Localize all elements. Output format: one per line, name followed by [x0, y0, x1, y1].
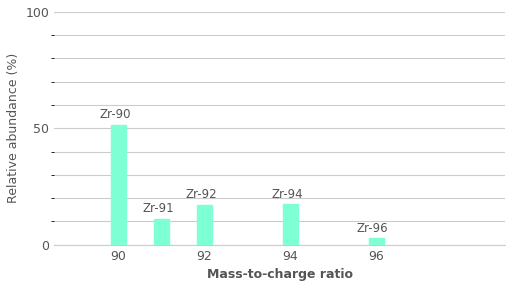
X-axis label: Mass-to-charge ratio: Mass-to-charge ratio — [207, 268, 353, 281]
Bar — [369, 238, 384, 245]
Text: Zr-94: Zr-94 — [271, 188, 303, 201]
Text: Zr-90: Zr-90 — [99, 108, 131, 122]
Bar — [283, 204, 298, 245]
Text: Zr-96: Zr-96 — [357, 222, 389, 235]
Y-axis label: Relative abundance (%): Relative abundance (%) — [7, 53, 20, 203]
Text: Zr-91: Zr-91 — [142, 202, 174, 215]
Text: Zr-92: Zr-92 — [185, 188, 217, 201]
Bar — [154, 219, 169, 245]
Bar — [111, 125, 126, 245]
Bar — [197, 205, 212, 245]
